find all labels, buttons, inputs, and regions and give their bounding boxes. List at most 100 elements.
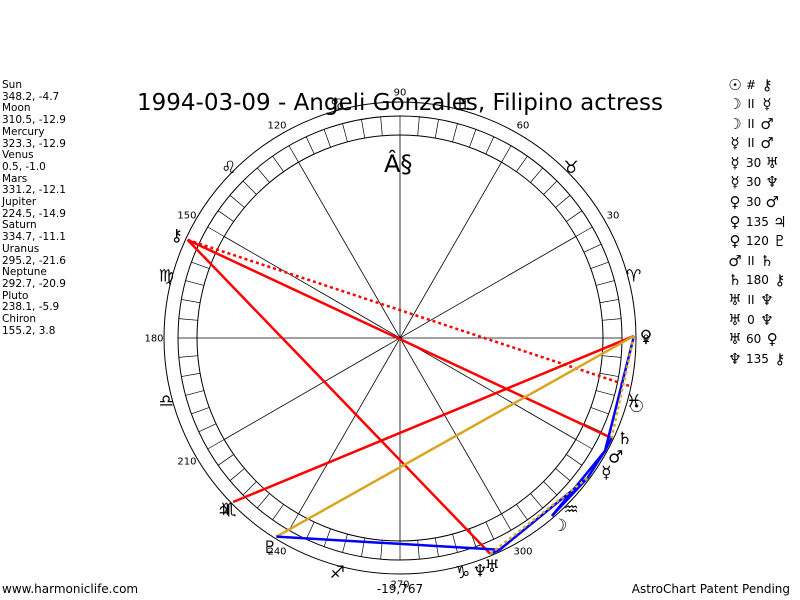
zodiac-sign: ♊ [455,95,470,115]
degree-tick [602,318,622,321]
planet-name: Sun [2,79,22,91]
aspect-symbol: II [747,253,755,268]
degree-label: 0 [643,334,649,345]
aspect-planet-a: ♄ [728,271,742,290]
aspect-line [489,476,589,555]
degree-tick [178,318,198,321]
planet-position: 224.5, -14.9 [2,207,66,220]
planet-name: Neptune [2,266,47,279]
aspect-planet-b: ⚷ [761,75,773,94]
degree-tick [555,468,571,481]
planet-position: 295.2, -21.6 [2,254,66,267]
degree-label: 150 [177,211,196,222]
zodiac-sign: ♑ [455,563,470,583]
planet-name: Saturn [2,219,37,232]
aspect-symbol: II [747,116,755,131]
aspect-planet-b: ♆ [765,173,779,192]
aspect-symbol: 135 [746,351,769,366]
degree-tick [590,407,609,415]
planet-glyph: ♃ [217,501,232,521]
degree-label: 120 [267,120,286,131]
degree-label: 240 [267,547,286,558]
degree-tick [181,372,201,377]
aspect-planet-a: ♅ [728,291,742,310]
aspect-row: ♅ 0 ♆ [727,309,799,329]
degree-tick [590,261,609,269]
aspect-row: ☿ 30 ♅ [727,152,799,172]
degree-tick [342,123,348,143]
aspect-planet-a: ☽ [728,95,742,114]
aspect-row: ♄ 180 ⚷ [727,270,799,290]
aspect-planet-b: ♄ [760,251,774,270]
degree-tick [305,521,315,540]
planet-position: 0.5, -1.0 [2,160,46,173]
aspect-line [275,334,635,538]
aspect-planet-a: ☉ [728,75,742,94]
degree-tick [217,210,234,222]
degree-tick [217,454,234,466]
degree-tick [229,195,245,208]
degree-label: 210 [177,457,196,468]
planet-name: Moon [2,102,31,115]
zodiac-sign: ♎ [159,392,174,412]
aspect-line [186,238,492,555]
aspect-planet-b: ♂ [760,114,774,133]
degree-tick [516,504,528,521]
aspect-row: ☽ II ☿ [727,94,799,114]
degree-tick [485,521,495,540]
degree-tick [434,119,439,139]
planet-position: 238.1, -5.9 [2,301,60,314]
degree-tick [342,533,348,553]
planet-name: Uranus [2,242,40,255]
aspect-planet-a: ☿ [730,153,740,172]
footer-patent: AstroChart Patent Pending [631,582,790,596]
aspect-row: ♆ 135 ⚷ [727,348,799,368]
aspect-planet-a: ♀ [729,212,741,231]
planet-glyph: ♆ [472,562,487,582]
degree-tick [361,119,366,139]
degree-label: 270 [390,580,409,591]
aspect-planet-b: ♇ [773,232,787,251]
aspect-planet-a: ☿ [730,134,740,153]
aspect-list: ☉ # ⚷ ☽ II ☿ ☽ II ♂ ☿ II ♂ ☿ 30 ♅ ☿ 30 ♆ ♀ 30 ♂ ♀ 135 ♃ ♀ 120 ♇ ♂ II… [727,74,799,368]
planet-name: Mercury [2,125,45,138]
degree-label: 30 [607,211,620,222]
aspect-symbol: II [747,136,755,151]
planet-position: 310.5, -12.9 [2,114,66,127]
zodiac-sign: ♍ [159,266,174,286]
aspect-planet-a: ♂ [728,251,742,270]
degree-tick [198,423,217,433]
planet-name: Jupiter [2,196,37,209]
center-glyph: Â§ [384,150,413,178]
planet-position: 323.3, -12.9 [2,137,66,150]
outer-circle [163,101,637,575]
planet-name: Mars [2,172,28,185]
degree-label: 90 [394,88,407,99]
degree-tick [595,280,615,286]
degree-tick [272,155,284,172]
aspect-line [187,238,630,388]
aspect-line [232,334,635,504]
aspect-line [603,437,613,452]
planet-name: Pluto [2,289,29,302]
aspect-row: ♀ 30 ♂ [727,192,799,212]
aspect-symbol: 120 [746,234,769,249]
degree-tick [242,481,257,496]
aspect-line [276,535,500,551]
aspect-symbol: # [746,77,757,92]
aspect-row: ☿ 30 ♆ [727,172,799,192]
degree-tick [575,439,593,450]
planet-position: 292.7, -20.9 [2,277,66,290]
degree-tick [599,372,619,377]
zodiac-sign: ♋ [330,95,345,115]
aspect-row: ♀ 135 ♃ [727,211,799,231]
degree-tick [323,528,331,547]
degree-tick [452,123,458,143]
aspect-planet-a: ♅ [728,310,742,329]
footer-value: -19,767 [376,582,424,596]
planet-position: 348.2, -4.7 [2,90,60,103]
degree-tick [181,299,201,304]
aspect-planet-a: ♀ [729,232,741,251]
aspect-row: ♅ 60 ♀ [727,329,799,349]
aspect-line [551,449,607,517]
